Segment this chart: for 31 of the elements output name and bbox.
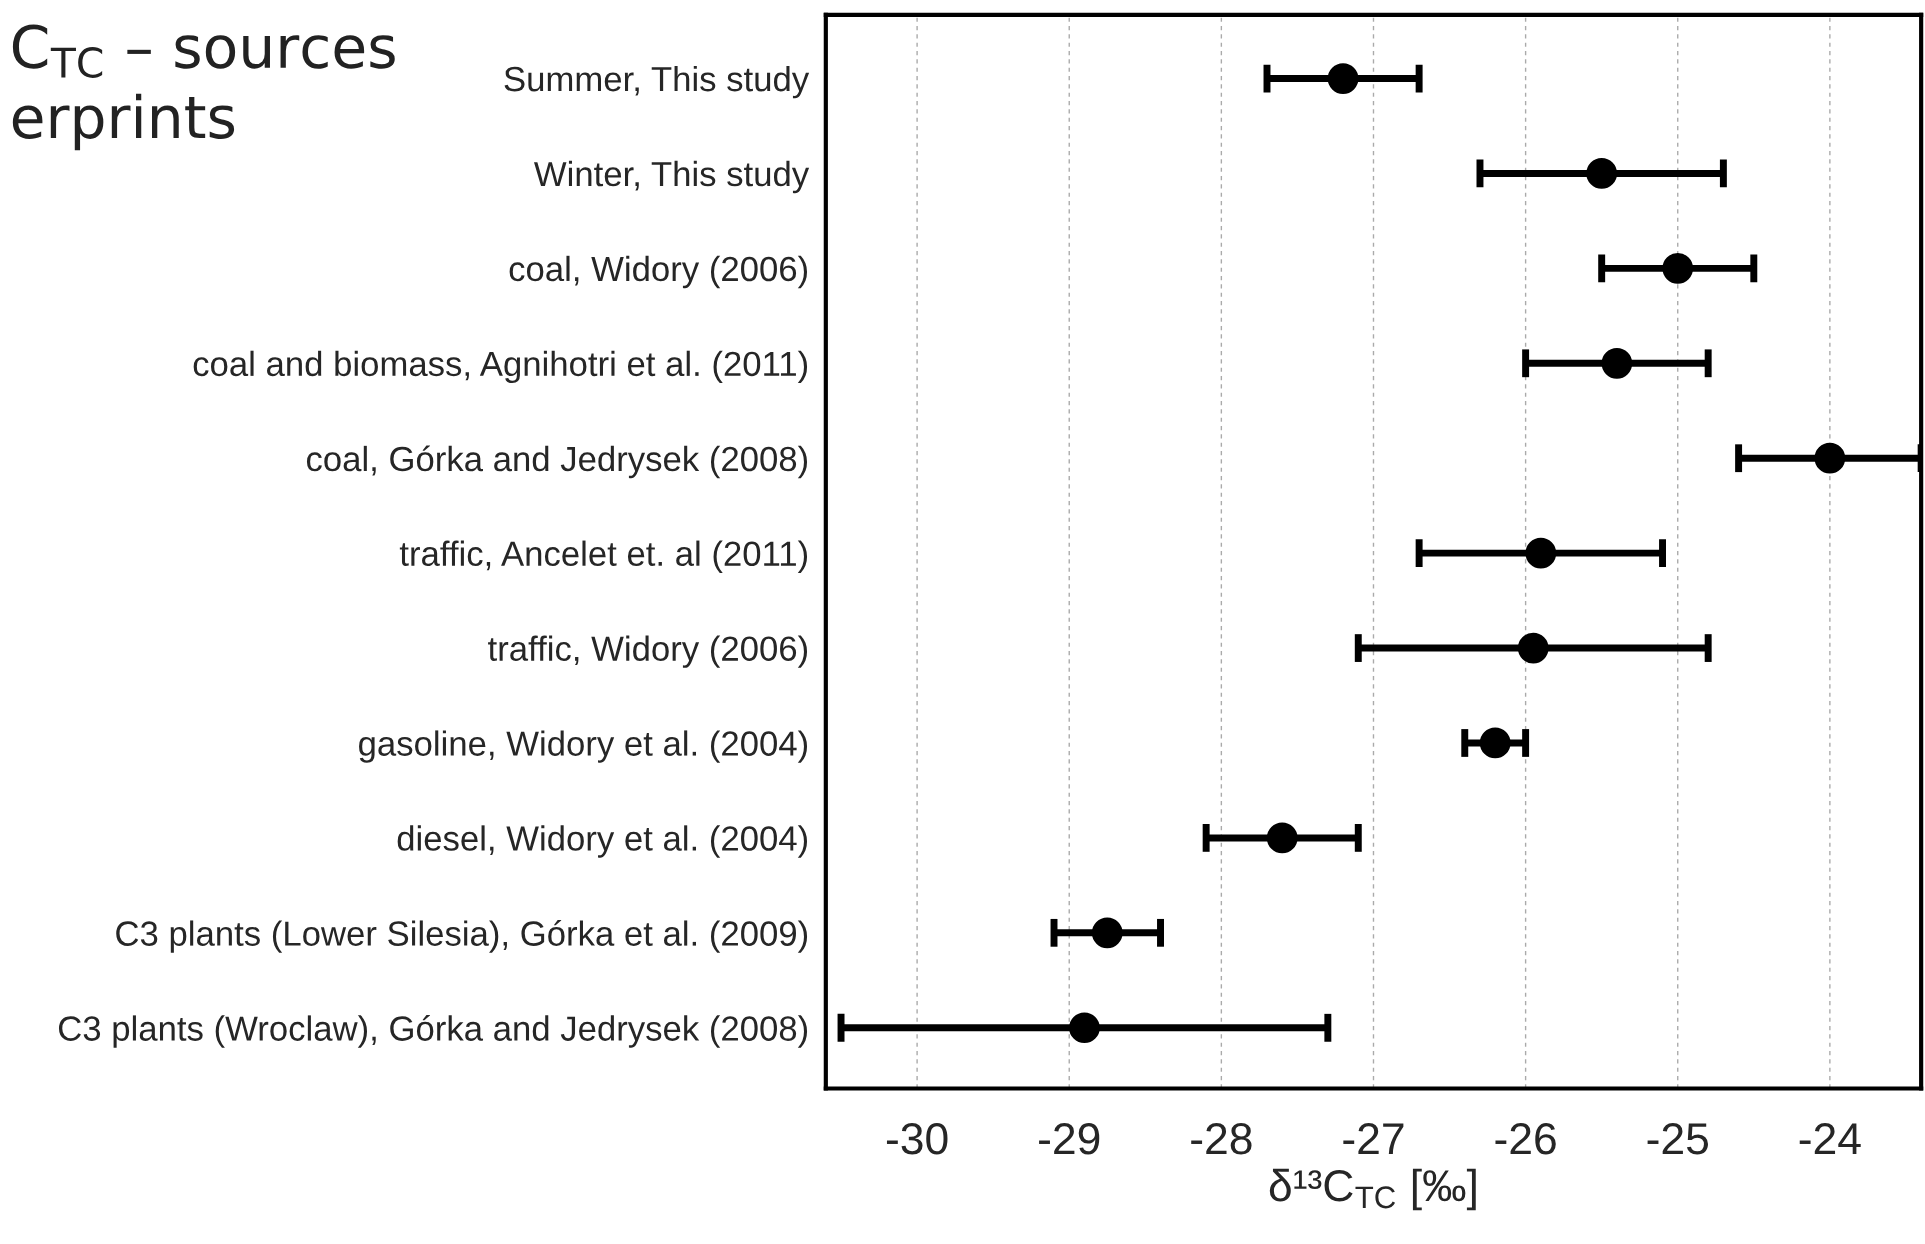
y-tick-label: Summer, This study — [504, 65, 810, 99]
point — [1586, 158, 1618, 189]
x-tick-label: -27 — [1343, 1123, 1404, 1155]
y-tick-label: C3 plants (Lower Silesia), Górka et al. (2009) — [116, 920, 808, 953]
point — [1525, 537, 1557, 569]
x-tick-label: -25 — [1647, 1123, 1708, 1155]
point — [1266, 822, 1298, 854]
point — [1327, 63, 1359, 94]
point — [1814, 442, 1846, 474]
y-tick-label: coal and biomass, Agnihotri et al. (2011) — [193, 350, 808, 384]
point — [1479, 727, 1511, 759]
y-tick-label: traffic, Widory (2006) — [488, 635, 808, 668]
y-tick-label: Winter, This study — [534, 160, 810, 194]
x-tick-label: -29 — [1039, 1123, 1100, 1155]
y-tick-label: diesel, Widory et al. (2004) — [397, 825, 808, 858]
point — [1601, 347, 1633, 379]
x-tick-label: -26 — [1495, 1123, 1556, 1155]
y-tick-label: C3 plants (Wroclaw), Górka and Jedrysek (2008) — [58, 1014, 808, 1048]
point — [1069, 1012, 1100, 1044]
point — [1662, 253, 1694, 284]
text: C$_{TC}$ – sources erprints — [12, 24, 395, 151]
point — [1091, 917, 1123, 949]
x-tick-label: -24 — [1799, 1123, 1861, 1155]
x-axis-title: δ¹³C$_{TC}$ [‰] — [1269, 1168, 1476, 1211]
x-tick-label: -30 — [886, 1123, 948, 1155]
y-tick-label: coal, Widory (2006) — [509, 255, 808, 289]
point — [1517, 632, 1549, 664]
y-tick-label: gasoline, Widory et al. (2004) — [359, 730, 808, 763]
x-tick-label: -28 — [1191, 1123, 1252, 1155]
y-tick-label: coal, Górka and Jedrysek (2008) — [306, 445, 808, 479]
y-tick-label: traffic, Ancelet et. al (2011) — [399, 540, 808, 573]
